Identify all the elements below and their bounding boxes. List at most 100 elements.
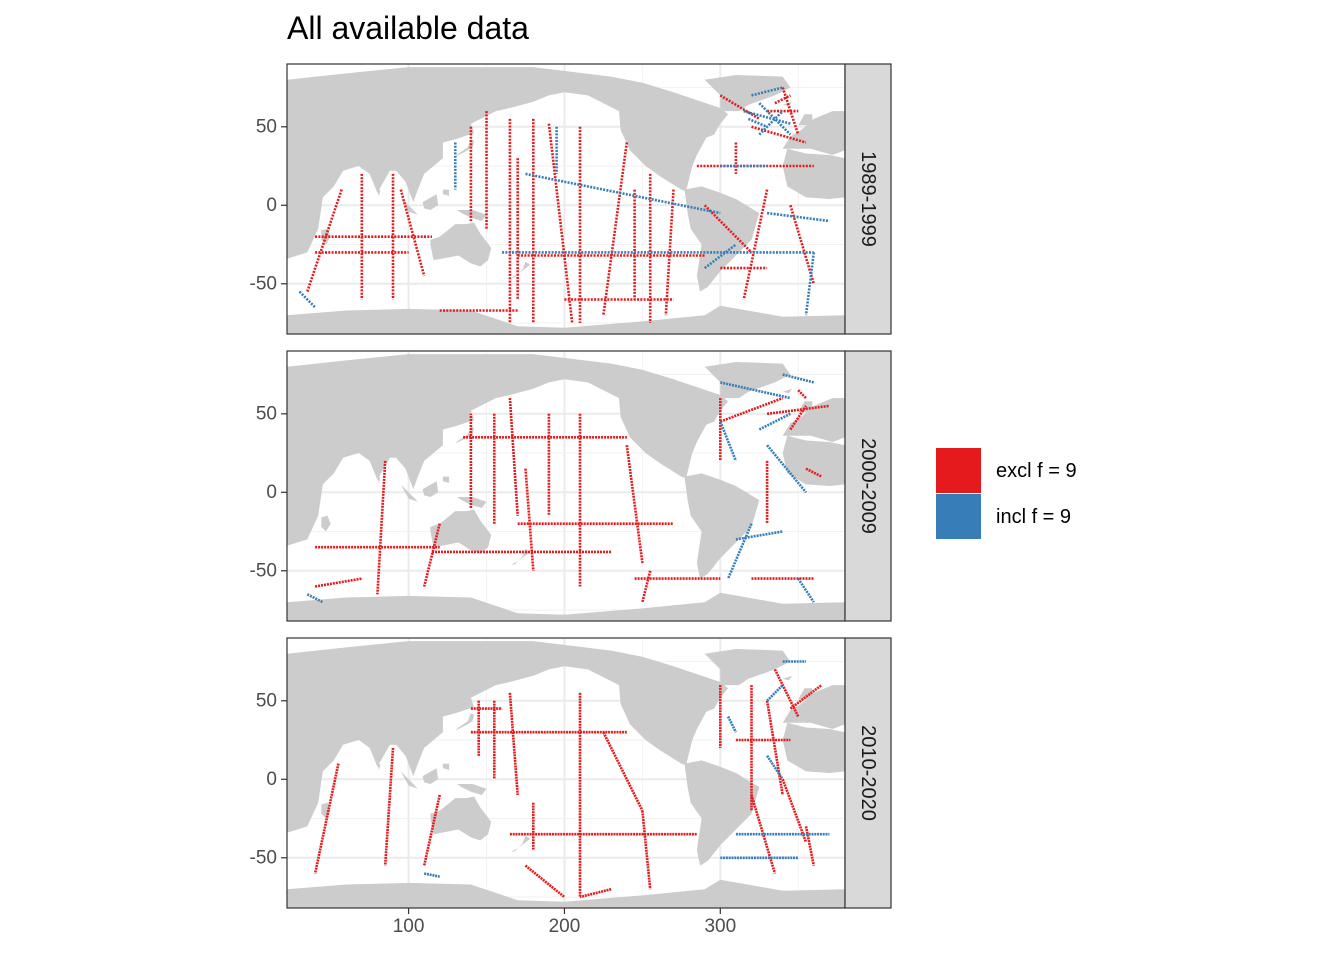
facet-strip	[844, 637, 892, 909]
land-mass	[704, 75, 791, 112]
land-mass	[287, 641, 729, 833]
track-excl-f9	[789, 204, 816, 285]
land-mass	[511, 835, 531, 852]
track-incl-f9	[726, 715, 738, 733]
land-mass	[782, 398, 845, 442]
y-tick-label: -50	[250, 847, 277, 868]
land-mass	[455, 426, 474, 444]
panel-content	[287, 67, 845, 334]
track-incl-f9	[804, 252, 816, 316]
land-mass	[422, 768, 439, 784]
facet-strip-label: 1989-1999	[857, 151, 879, 247]
x-tick-label: 100	[393, 916, 425, 937]
y-tick-label: 50	[256, 403, 277, 424]
land-mass	[287, 67, 729, 259]
land-mass	[287, 354, 729, 546]
x-axis: 100 200 300	[393, 908, 736, 937]
track-excl-f9	[547, 123, 574, 324]
facet-panels: 1989-1999 -50 0 50 2000-2009 -50 0 50 2010-2020 -…	[250, 63, 892, 909]
track-incl-f9	[726, 523, 753, 580]
track-excl-f9	[774, 94, 791, 105]
legend-label: incl f = 9	[996, 506, 1071, 528]
land-mass	[287, 592, 845, 621]
land-mass	[422, 481, 439, 497]
track-incl-f9	[525, 172, 721, 215]
land-mass	[377, 763, 381, 770]
x-tick-label: 300	[704, 916, 736, 937]
track-incl-f9	[766, 211, 830, 223]
land-mass	[455, 139, 474, 157]
land-mass	[430, 796, 492, 841]
track-incl-f9	[766, 444, 808, 494]
track-incl-f9	[719, 421, 738, 462]
track-excl-f9	[789, 684, 823, 710]
facet-strip	[844, 63, 892, 335]
track-incl-f9	[758, 110, 784, 136]
track-incl-f9	[751, 86, 784, 97]
land-mass	[456, 784, 487, 795]
land-mass	[377, 476, 381, 483]
land-mass	[456, 497, 487, 508]
track-incl-f9	[747, 117, 768, 128]
plot-title: All available data	[287, 10, 529, 46]
land-mass	[287, 879, 845, 908]
track-excl-f9	[602, 731, 644, 812]
legend-key	[936, 448, 981, 493]
land-mass	[442, 189, 450, 196]
land-mass	[798, 688, 813, 700]
land-mass	[782, 435, 845, 486]
panel-content	[287, 354, 845, 621]
y-tick-label: 0	[266, 769, 277, 790]
land-mass	[704, 649, 791, 686]
land-mass	[442, 763, 450, 770]
track-excl-f9	[314, 577, 363, 588]
track-excl-f9	[750, 794, 777, 874]
x-tick-label: 200	[549, 916, 581, 937]
land-mass	[782, 685, 845, 729]
track-incl-f9	[758, 102, 792, 136]
land-mass	[377, 189, 381, 196]
facet-strip-label: 2010-2020	[857, 725, 879, 821]
y-tick-label: 0	[266, 482, 277, 503]
legend-key	[936, 494, 981, 539]
track-excl-f9	[773, 668, 800, 718]
land-mass	[430, 509, 492, 554]
track-excl-f9	[508, 398, 519, 516]
track-incl-f9	[782, 373, 815, 384]
track-excl-f9	[579, 887, 612, 899]
track-excl-f9	[789, 405, 808, 431]
track-excl-f9	[422, 523, 441, 587]
land-mass	[442, 476, 450, 483]
land-mass	[321, 515, 331, 532]
track-excl-f9	[781, 87, 800, 136]
track-excl-f9	[641, 810, 652, 890]
land-mass	[400, 484, 418, 502]
panel-content	[287, 641, 845, 908]
land-mass	[782, 675, 792, 681]
track-incl-f9	[298, 290, 317, 309]
land-mass	[782, 148, 845, 199]
legend: excl f = 9 incl f = 9	[936, 448, 1077, 539]
track-incl-f9	[735, 530, 783, 541]
land-mass	[782, 111, 845, 155]
track-excl-f9	[313, 763, 340, 874]
track-excl-f9	[742, 189, 769, 300]
facet-panel-2000-2009: 2000-2009 -50 0 50	[250, 350, 892, 622]
track-excl-f9	[719, 396, 784, 423]
track-excl-f9	[508, 692, 519, 796]
track-excl-f9	[719, 94, 760, 121]
land-mass	[455, 713, 474, 731]
track-excl-f9	[703, 204, 753, 254]
track-incl-f9	[766, 684, 784, 702]
track-excl-f9	[766, 404, 830, 416]
land-mass	[456, 210, 487, 221]
y-tick-label: 50	[256, 690, 277, 711]
track-excl-f9	[383, 747, 395, 866]
track-excl-f9	[797, 389, 807, 400]
track-excl-f9	[602, 142, 629, 316]
land-mass	[511, 261, 531, 278]
track-incl-f9	[797, 577, 815, 603]
track-excl-f9	[306, 189, 343, 293]
facet-panel-2010-2020: 2010-2020 -50 0 50	[250, 637, 892, 909]
